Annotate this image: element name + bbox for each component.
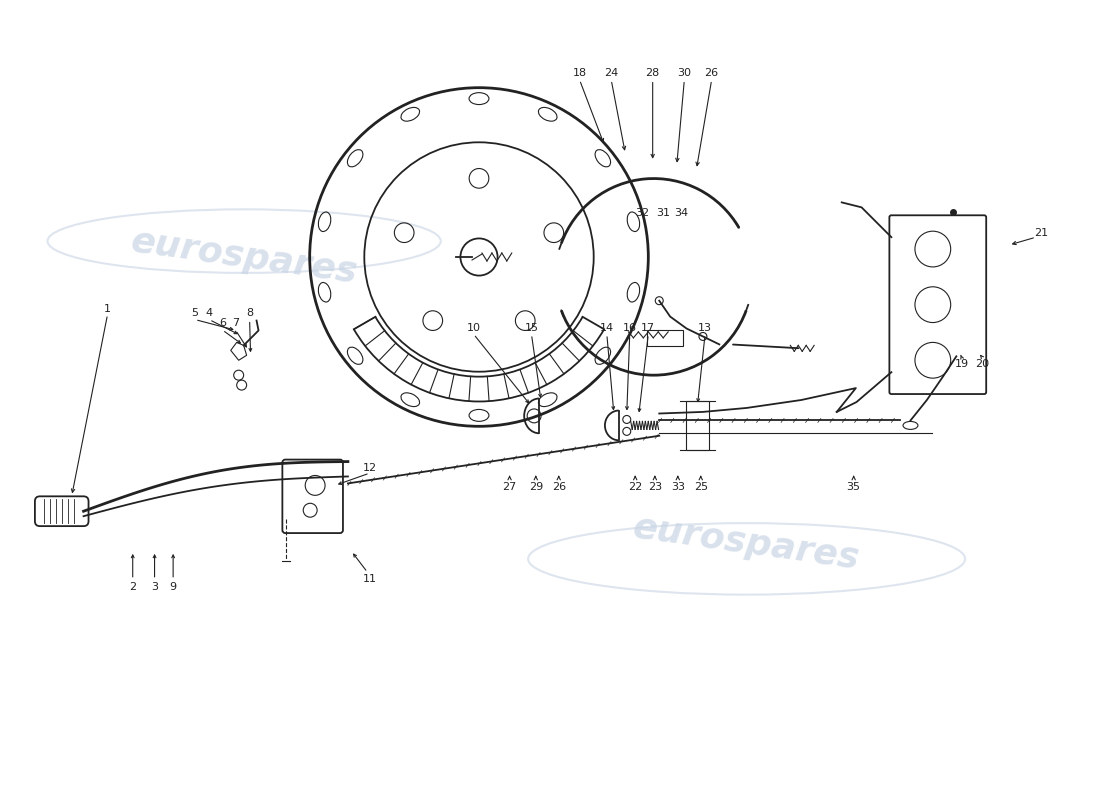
Text: eurospares: eurospares bbox=[631, 510, 862, 576]
Text: 26: 26 bbox=[705, 68, 718, 78]
Text: 17: 17 bbox=[641, 323, 656, 334]
Text: 1: 1 bbox=[104, 304, 111, 314]
Text: 2: 2 bbox=[129, 582, 136, 592]
Text: 14: 14 bbox=[600, 323, 614, 334]
Text: 3: 3 bbox=[151, 582, 158, 592]
Text: 9: 9 bbox=[169, 582, 177, 592]
Text: 28: 28 bbox=[646, 68, 660, 78]
Text: 26: 26 bbox=[552, 482, 565, 492]
Text: 4: 4 bbox=[206, 308, 212, 318]
Text: 34: 34 bbox=[674, 208, 689, 218]
Text: eurospares: eurospares bbox=[129, 224, 360, 290]
Text: 23: 23 bbox=[648, 482, 662, 492]
Text: 35: 35 bbox=[847, 482, 860, 492]
Text: 33: 33 bbox=[671, 482, 685, 492]
Text: 13: 13 bbox=[698, 323, 712, 334]
Text: 11: 11 bbox=[363, 574, 377, 584]
Text: 8: 8 bbox=[246, 308, 253, 318]
Text: 15: 15 bbox=[525, 323, 538, 334]
Text: 5: 5 bbox=[191, 308, 198, 318]
Text: 7: 7 bbox=[232, 318, 239, 328]
Text: 22: 22 bbox=[628, 482, 642, 492]
Text: 10: 10 bbox=[466, 323, 481, 334]
Bar bbox=[685, 401, 710, 450]
Text: 6: 6 bbox=[219, 318, 225, 328]
Text: 30: 30 bbox=[678, 68, 692, 78]
Text: 21: 21 bbox=[1034, 228, 1048, 238]
Text: 24: 24 bbox=[604, 68, 618, 78]
Text: 18: 18 bbox=[572, 68, 586, 78]
Text: 16: 16 bbox=[623, 323, 637, 334]
Text: 27: 27 bbox=[503, 482, 517, 492]
Text: 19: 19 bbox=[955, 359, 969, 370]
Text: 20: 20 bbox=[976, 359, 990, 370]
Text: 32: 32 bbox=[635, 208, 649, 218]
Text: 25: 25 bbox=[694, 482, 707, 492]
Bar bbox=[647, 330, 683, 346]
Text: 12: 12 bbox=[363, 462, 377, 473]
Text: 31: 31 bbox=[657, 208, 671, 218]
Text: 29: 29 bbox=[529, 482, 543, 492]
